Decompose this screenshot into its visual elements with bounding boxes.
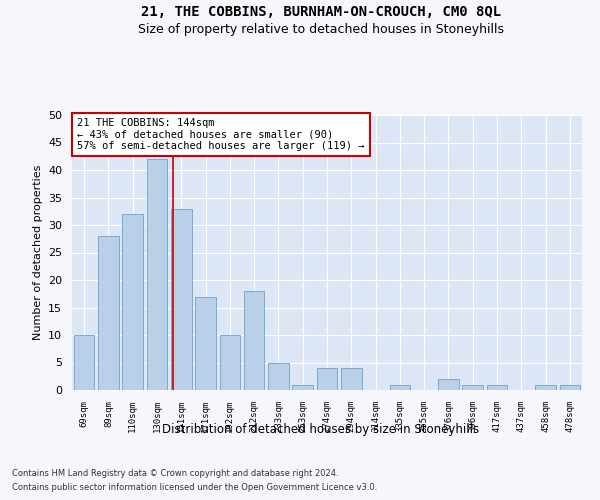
Bar — [463, 384, 483, 390]
Bar — [98, 236, 119, 390]
Bar — [244, 291, 265, 390]
Text: Contains public sector information licensed under the Open Government Licence v3: Contains public sector information licen… — [12, 484, 377, 492]
Text: Distribution of detached houses by size in Stoneyhills: Distribution of detached houses by size … — [163, 422, 479, 436]
Bar — [146, 159, 167, 390]
Bar — [74, 335, 94, 390]
Text: Contains HM Land Registry data © Crown copyright and database right 2024.: Contains HM Land Registry data © Crown c… — [12, 468, 338, 477]
Bar — [292, 384, 313, 390]
Text: 21 THE COBBINS: 144sqm
← 43% of detached houses are smaller (90)
57% of semi-det: 21 THE COBBINS: 144sqm ← 43% of detached… — [77, 118, 365, 151]
Bar — [389, 384, 410, 390]
Bar — [122, 214, 143, 390]
Bar — [487, 384, 508, 390]
Bar — [560, 384, 580, 390]
Bar — [195, 296, 216, 390]
Bar — [535, 384, 556, 390]
Bar — [438, 379, 459, 390]
Bar — [317, 368, 337, 390]
Text: 21, THE COBBINS, BURNHAM-ON-CROUCH, CM0 8QL: 21, THE COBBINS, BURNHAM-ON-CROUCH, CM0 … — [141, 5, 501, 19]
Text: Size of property relative to detached houses in Stoneyhills: Size of property relative to detached ho… — [138, 22, 504, 36]
Bar — [341, 368, 362, 390]
Bar — [220, 335, 240, 390]
Bar — [268, 362, 289, 390]
Y-axis label: Number of detached properties: Number of detached properties — [32, 165, 43, 340]
Bar — [171, 208, 191, 390]
